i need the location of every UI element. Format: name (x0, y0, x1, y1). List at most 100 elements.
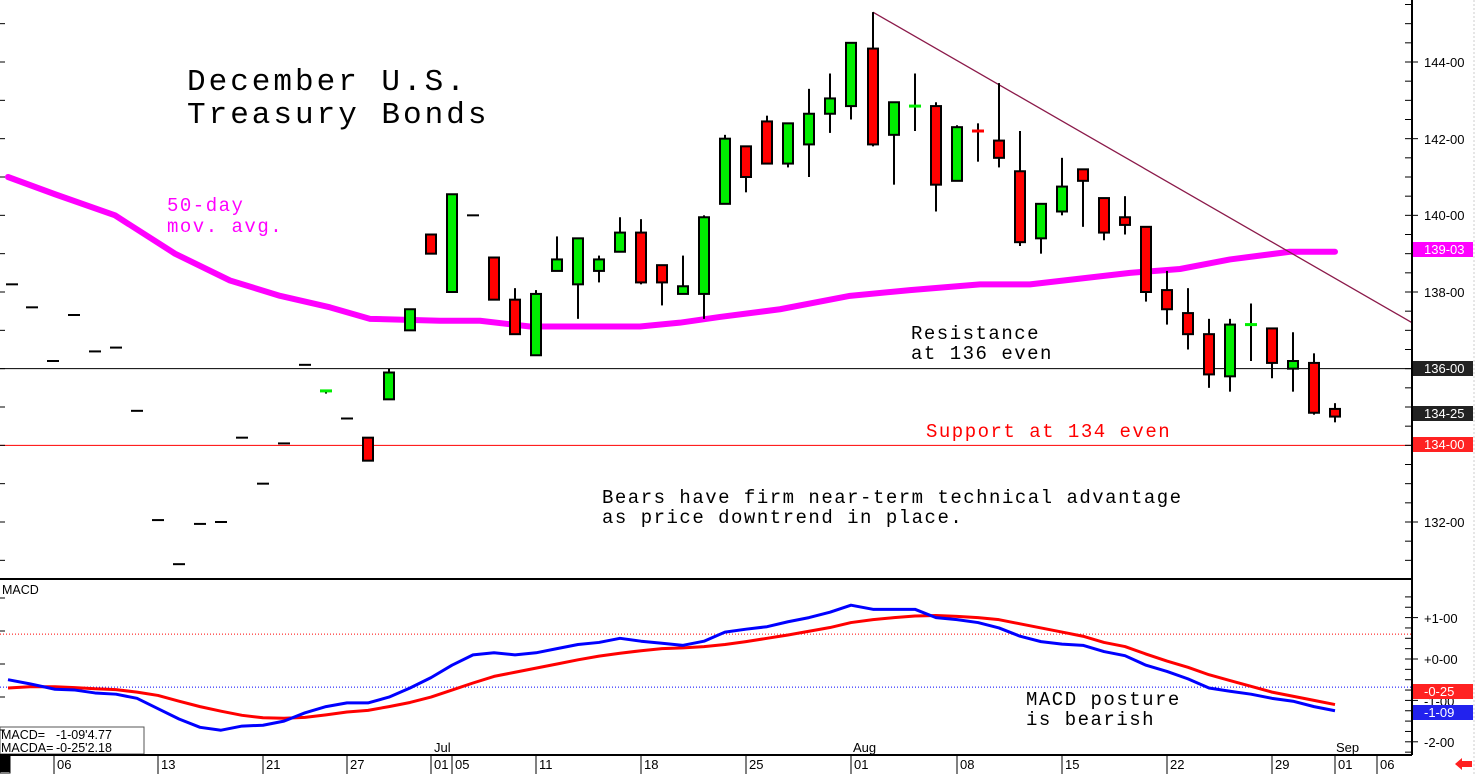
macd-label-minus2: -2-00 (1424, 735, 1454, 750)
signal-value-badge-text: -0-25 (1424, 684, 1454, 699)
candle (1329, 403, 1341, 423)
moving-average-line (5, 174, 1338, 330)
price-label-138: 138-00 (1424, 285, 1464, 300)
candle (320, 389, 332, 394)
candle (593, 255, 605, 283)
macd-label-plus1: +1-00 (1424, 611, 1458, 626)
last-price-badge-text: 134-25 (1424, 406, 1464, 421)
candle (1161, 270, 1173, 325)
ma-label-line-1: 50-day (167, 195, 244, 217)
candle (1014, 131, 1026, 246)
candle (951, 125, 963, 182)
ma-label-line-2: mov. avg. (167, 216, 283, 238)
date-label: 27 (350, 757, 364, 772)
resistance-label-line-1: Resistance (911, 323, 1040, 345)
candle (930, 102, 942, 212)
candle (803, 88, 815, 177)
candle (698, 215, 710, 319)
candle (1308, 353, 1320, 415)
candle (909, 73, 921, 131)
candle (1098, 197, 1110, 241)
candle (1224, 318, 1236, 392)
macd-comment-line-1: MACD posture (1026, 689, 1181, 711)
candle (656, 264, 668, 306)
candle (719, 134, 731, 205)
candle (888, 101, 900, 185)
support-price-badge-text: 134-00 (1424, 437, 1464, 452)
candle (993, 83, 1005, 168)
candle (446, 193, 458, 293)
price-label-132: 132-00 (1424, 515, 1464, 530)
ma-price-badge (1413, 242, 1473, 257)
candle (1077, 168, 1089, 227)
candle (1119, 196, 1131, 235)
price-label-142: 142-00 (1424, 132, 1464, 147)
price-label-144: 144-00 (1424, 55, 1464, 70)
macda-readout-value: -0-25'2.18 (56, 741, 112, 755)
candlesticks (6, 12, 1341, 566)
support-price-badge (1413, 437, 1473, 452)
last-price-badge (1413, 406, 1473, 421)
date-label: 15 (1065, 757, 1079, 772)
macd-value-badge (1413, 705, 1473, 720)
date-axis: 06 13 21 27 01 05 11 18 25 01 08 15 22 29 01 06 Jul Aug Se… (0, 740, 1412, 774)
chart-title-line-2: Treasury Bonds (187, 98, 489, 133)
macd-axis: +1-00 +0-00 -1-00 -2-00 -0-25 -1-09 (0, 579, 1473, 755)
candle (1266, 327, 1278, 379)
candle (1245, 303, 1257, 361)
candle (845, 41, 857, 120)
candle (824, 73, 836, 133)
month-label: Aug (853, 740, 876, 755)
date-label: 22 (1170, 757, 1184, 772)
support-label: Support at 134 even (926, 421, 1171, 443)
candle (383, 368, 395, 401)
macd-panel: MACD MACD posture is bearish MACD= -1-09… (0, 583, 1412, 755)
signal-value-badge (1413, 684, 1473, 699)
candle (1182, 288, 1194, 350)
macd-readout-value: -1-09'4.77 (56, 728, 112, 742)
date-label: 01 (1338, 757, 1352, 772)
ma-price-badge-text: 139-03 (1424, 242, 1464, 257)
comment-line-1: Bears have firm near-term technical adva… (602, 487, 1183, 509)
macda-line (7, 614, 1336, 720)
price-panel: December U.S. Treasury Bonds 50-day mov.… (0, 11, 1413, 566)
date-label: 11 (539, 757, 553, 772)
date-label: 06 (1380, 757, 1394, 772)
candle (1203, 318, 1215, 388)
candle (761, 115, 773, 165)
macd-readout-label: MACD= (1, 728, 45, 742)
horizontal-levels (0, 368, 1412, 446)
red-left-arrow-icon[interactable] (1455, 758, 1472, 770)
resistance-label-line-2: at 136 even (911, 343, 1053, 365)
candle (677, 255, 689, 295)
macd-value-badge-text: -1-09 (1424, 705, 1454, 720)
price-label-140: 140-00 (1424, 208, 1464, 223)
macd-panel-label: MACD (2, 583, 39, 597)
resistance-price-badge-text: 136-00 (1424, 361, 1464, 376)
date-label: 01 (854, 757, 868, 772)
macd-line (7, 603, 1336, 732)
candle (1035, 202, 1047, 254)
candle (740, 145, 752, 193)
comment-line-2: as price downtrend in place. (602, 507, 963, 529)
scroll-handle[interactable] (0, 756, 10, 772)
candle (488, 256, 500, 301)
resistance-price-badge (1413, 361, 1473, 376)
date-label: 21 (266, 757, 280, 772)
macd-label-zero: +0-00 (1424, 652, 1458, 667)
candle (635, 219, 647, 285)
date-label: 25 (749, 757, 763, 772)
candle (1287, 332, 1299, 392)
candle (362, 436, 374, 462)
date-label: 29 (1275, 757, 1289, 772)
chart-title-line-1: December U.S. (187, 65, 468, 100)
candle (1056, 157, 1068, 216)
date-label: 06 (57, 757, 71, 772)
candle (572, 237, 584, 319)
month-label: Sep (1336, 740, 1359, 755)
candle (404, 308, 416, 332)
candle (530, 290, 542, 357)
